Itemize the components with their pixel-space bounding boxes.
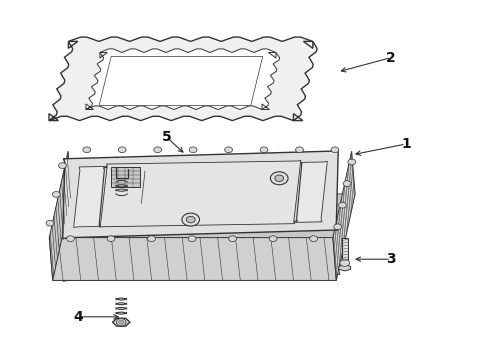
Circle shape: [333, 224, 341, 230]
Circle shape: [338, 202, 346, 208]
Circle shape: [82, 147, 90, 153]
Circle shape: [189, 147, 197, 153]
Circle shape: [116, 319, 126, 326]
Circle shape: [46, 220, 54, 226]
Circle shape: [107, 236, 115, 242]
Circle shape: [59, 163, 66, 168]
Polygon shape: [63, 193, 344, 282]
Circle shape: [269, 236, 277, 242]
Circle shape: [339, 259, 349, 266]
Circle shape: [118, 147, 126, 153]
Polygon shape: [86, 49, 279, 109]
Circle shape: [309, 236, 317, 242]
Text: 4: 4: [73, 310, 83, 324]
Polygon shape: [332, 151, 354, 280]
Polygon shape: [62, 150, 338, 239]
Polygon shape: [341, 238, 347, 263]
Circle shape: [270, 172, 287, 185]
Polygon shape: [49, 151, 71, 280]
Circle shape: [295, 147, 303, 153]
Polygon shape: [338, 265, 350, 271]
Circle shape: [274, 175, 283, 181]
Text: 2: 2: [386, 51, 395, 64]
Circle shape: [52, 192, 60, 197]
Polygon shape: [112, 318, 130, 326]
Text: 3: 3: [386, 252, 395, 266]
Text: 1: 1: [400, 137, 410, 151]
Circle shape: [147, 236, 155, 242]
Polygon shape: [99, 57, 262, 105]
Circle shape: [153, 147, 161, 153]
Circle shape: [119, 320, 123, 324]
Circle shape: [66, 236, 74, 242]
Polygon shape: [100, 161, 300, 227]
Circle shape: [188, 236, 196, 242]
Circle shape: [228, 236, 236, 242]
Polygon shape: [49, 37, 316, 121]
Polygon shape: [111, 167, 140, 187]
Circle shape: [186, 216, 195, 223]
Polygon shape: [99, 163, 301, 226]
Text: 5: 5: [161, 130, 171, 144]
Circle shape: [330, 147, 338, 153]
Circle shape: [260, 147, 267, 153]
Circle shape: [182, 213, 199, 226]
Polygon shape: [49, 238, 336, 280]
Polygon shape: [74, 161, 326, 228]
Circle shape: [347, 159, 355, 165]
Circle shape: [224, 147, 232, 153]
Circle shape: [343, 181, 350, 186]
